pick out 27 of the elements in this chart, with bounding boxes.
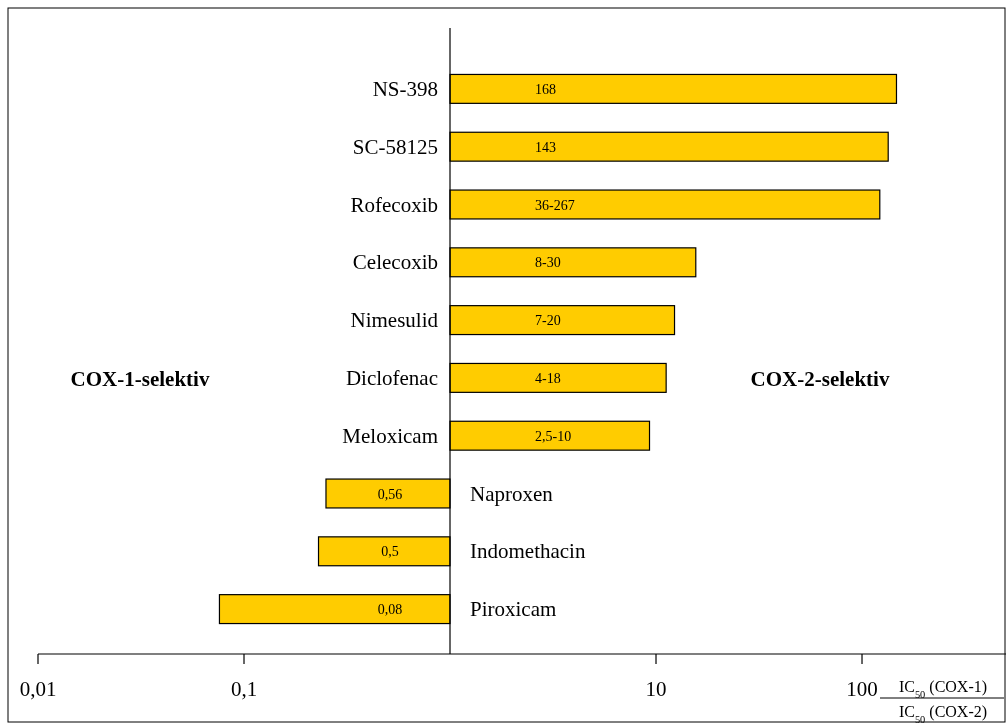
annotation: 4-18 [535, 370, 561, 386]
annotation: 7-20 [535, 313, 561, 329]
y-tick-label: Diclofenac [345, 365, 439, 390]
y-tick-label: Nimesulid [350, 308, 439, 333]
annotation: 143 [535, 139, 557, 155]
y-tick-label: SC-58125 [352, 134, 439, 159]
annotation: 0,5 [381, 544, 399, 560]
annotation: 8-30 [535, 255, 561, 271]
annotation: 168 [535, 81, 557, 97]
y-tick-label: NS-398 [372, 76, 439, 101]
annotation: COX-2-selektiv [750, 367, 890, 391]
annotation: 0,08 [377, 602, 403, 618]
x-tick-label: 0,01 [19, 677, 57, 701]
y-tick-label: Indomethacin [470, 539, 586, 564]
y-tick-label: Celecoxib [352, 250, 439, 275]
annotation: 2,5-10 [535, 428, 572, 444]
x-tick-label: 0,1 [230, 677, 258, 701]
annotation: COX-1-selektiv [70, 367, 210, 391]
x-tick-label: 100 [846, 677, 878, 701]
y-tick-label: Meloxicam [342, 423, 439, 448]
y-tick-label: Rofecoxib [350, 192, 439, 217]
annotation: 36-267 [535, 197, 575, 213]
y-tick-label: Naproxen [470, 481, 554, 506]
annotation: 0,56 [377, 486, 403, 502]
x-tick-label: 10 [645, 677, 667, 701]
y-tick-label: Piroxicam [470, 597, 557, 622]
x-axis-title: IC$_{50}$ (COX-1) IC$_{50}$ (COX-2) [898, 678, 988, 723]
